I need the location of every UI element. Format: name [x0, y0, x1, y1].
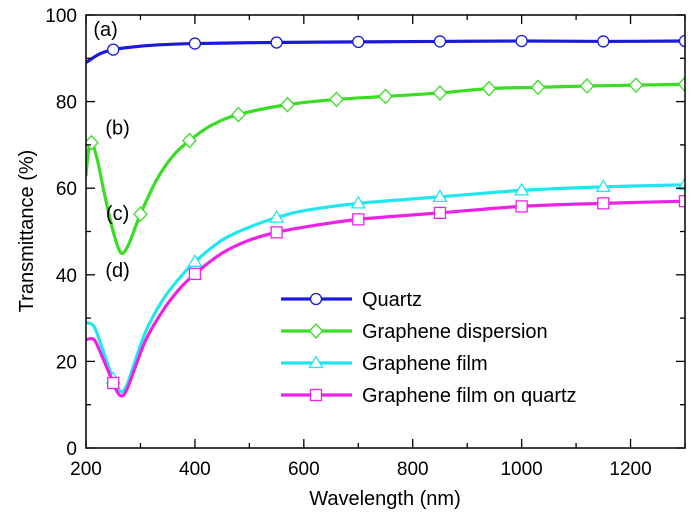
x-tick-label: 400	[179, 459, 211, 480]
data-point-marker	[352, 35, 365, 48]
legend-marker	[308, 323, 324, 339]
y-tick-label: 40	[56, 266, 77, 287]
legend-item: Graphene film on quartz	[281, 385, 577, 407]
legend-label: Graphene film on quartz	[362, 385, 577, 407]
series-1	[86, 34, 685, 65]
data-point-marker	[432, 189, 448, 203]
data-point-marker	[513, 182, 530, 196]
x-tick-label: 200	[70, 459, 102, 480]
data-point-marker	[433, 206, 447, 220]
data-point-marker	[268, 209, 285, 223]
data-point-marker	[188, 37, 202, 50]
x-tick-label: 1200	[609, 459, 651, 480]
legend-marker	[309, 292, 323, 306]
data-point-marker	[515, 34, 528, 48]
data-point-marker	[481, 80, 497, 97]
series-2	[86, 76, 685, 256]
legend-marker	[308, 355, 324, 369]
data-point-marker	[628, 77, 644, 94]
data-point-marker	[270, 226, 283, 239]
data-point-marker	[433, 35, 447, 48]
data-point-marker	[329, 91, 344, 108]
series-line	[86, 39, 685, 65]
data-point-marker	[182, 132, 197, 149]
data-point-marker	[133, 206, 148, 223]
curve-label: (c)	[106, 203, 129, 225]
data-point-marker	[530, 79, 546, 96]
legend-label: Graphene film	[362, 353, 488, 375]
data-point-marker	[579, 78, 595, 94]
data-point-marker	[677, 176, 685, 190]
y-tick-label: 20	[56, 352, 77, 373]
curve-labels: (a) (b) (c) (d)	[93, 19, 129, 282]
data-point-marker	[597, 197, 610, 210]
y-axis-label: Transmittance (%)	[16, 150, 38, 313]
x-tick-label: 1000	[500, 459, 542, 480]
data-point-marker	[352, 213, 365, 226]
data-point-marker	[107, 376, 120, 390]
data-point-marker	[188, 267, 202, 281]
y-tick-label: 0	[66, 439, 77, 460]
data-point-marker	[280, 96, 295, 113]
legend-item: Graphene film	[281, 353, 488, 375]
legend-marker	[309, 388, 323, 402]
y-tick-label: 100	[45, 6, 77, 27]
x-tick-label: 600	[288, 459, 320, 480]
data-point-marker	[677, 76, 685, 93]
data-point-marker	[231, 106, 246, 123]
data-point-marker	[187, 254, 203, 267]
data-point-marker	[597, 35, 610, 48]
curve-label: (a)	[93, 19, 117, 41]
data-point-marker	[378, 88, 393, 105]
data-point-marker	[270, 36, 283, 49]
legend-label: Quartz	[362, 289, 422, 311]
curve-label: (d)	[105, 260, 129, 282]
data-point-marker	[350, 195, 366, 209]
data-point-marker	[86, 134, 99, 151]
data-point-marker	[678, 195, 685, 208]
data-point-marker	[515, 200, 528, 213]
x-axis-label: Wavelength (nm)	[309, 488, 461, 510]
curve-label: (b)	[105, 118, 129, 140]
y-tick-label: 60	[56, 179, 77, 200]
legend-label: Graphene dispersion	[362, 321, 548, 343]
data-point-marker	[595, 179, 611, 193]
axis-ticks: 200 400 600 800 1000 1200 0 20 40 60 80 100	[45, 6, 686, 480]
legend-item: Quartz	[281, 289, 422, 311]
series-layer	[86, 34, 685, 398]
data-point-marker	[678, 34, 685, 48]
legend-item: Graphene dispersion	[281, 321, 548, 343]
series-line	[86, 82, 685, 256]
series-4	[86, 195, 685, 398]
legend: Quartz Graphene dispersion Graphene film Gr…	[281, 289, 577, 407]
data-point-marker	[432, 84, 448, 101]
x-tick-label: 800	[397, 459, 429, 480]
y-tick-label: 80	[56, 93, 77, 114]
plot-frame	[85, 14, 686, 449]
data-point-marker	[107, 43, 120, 56]
